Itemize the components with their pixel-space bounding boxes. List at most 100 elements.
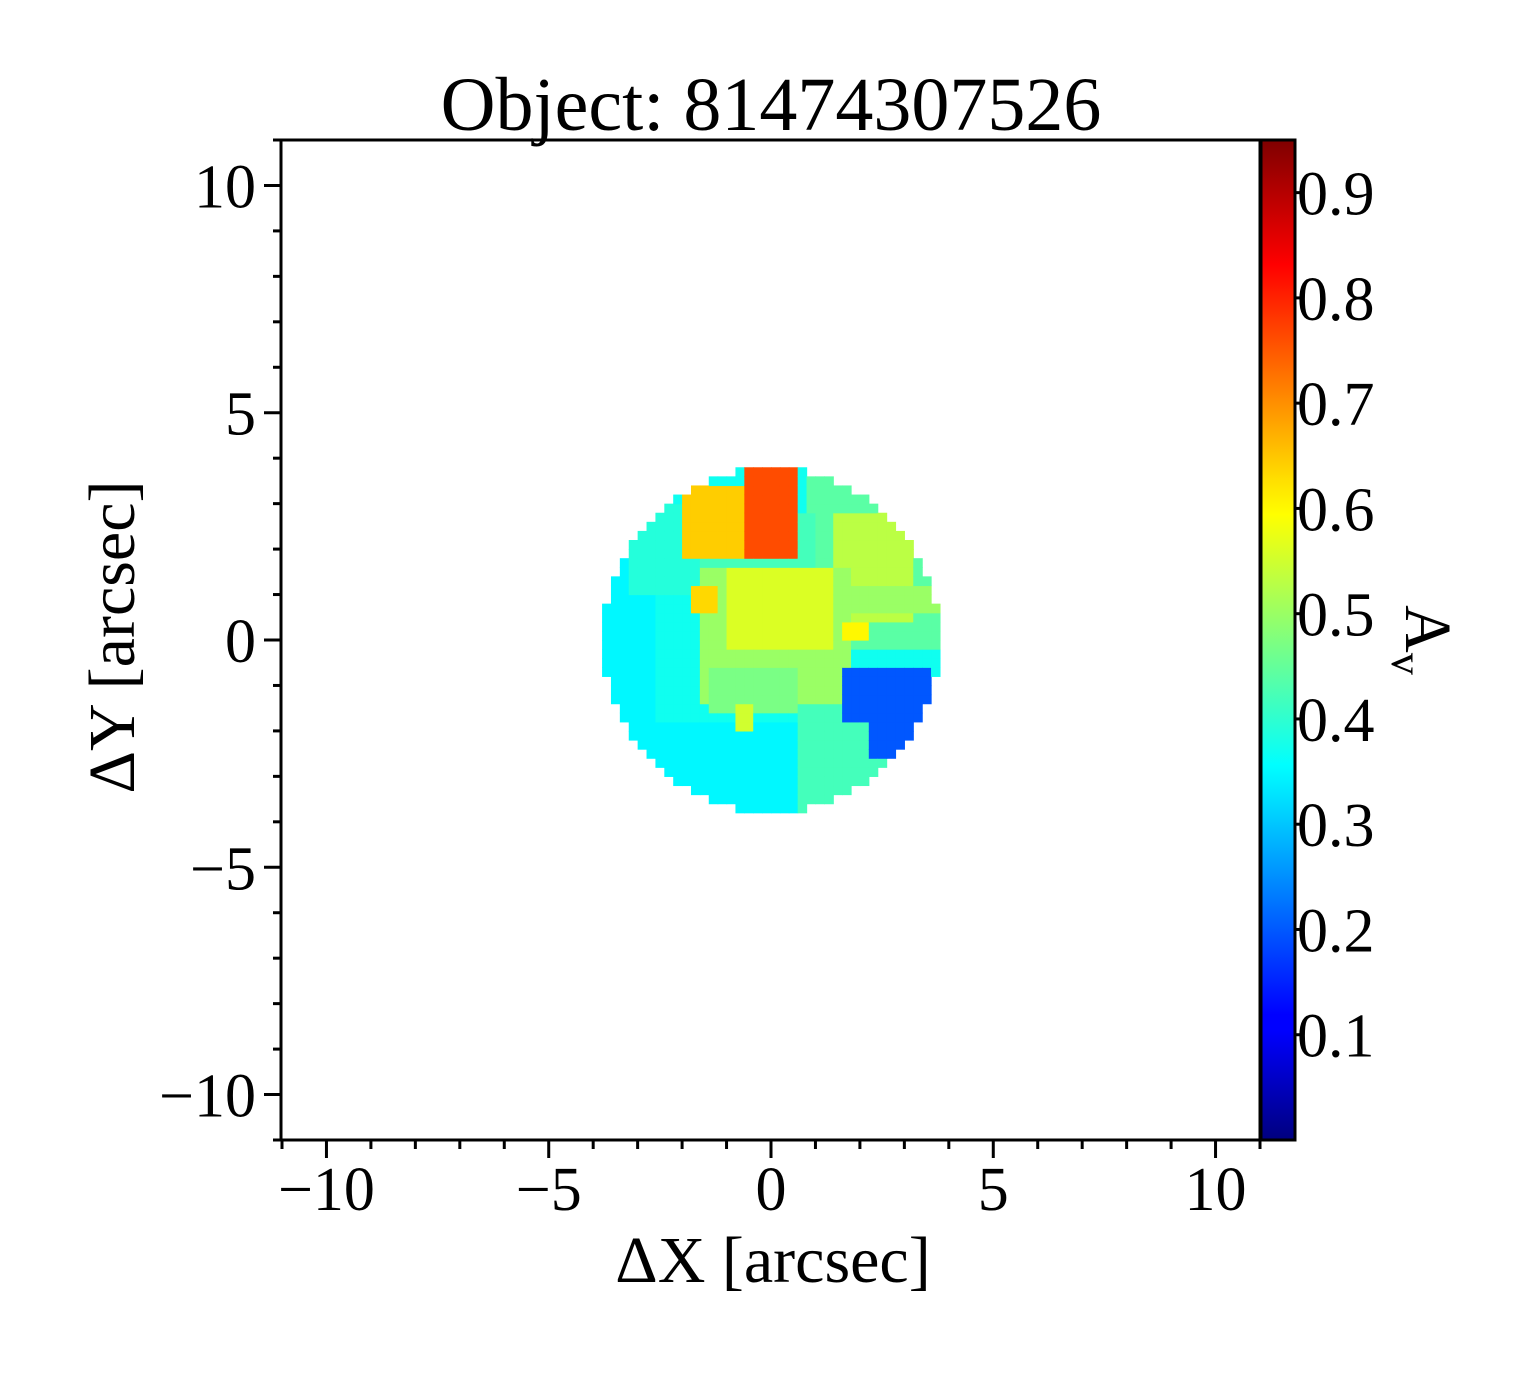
map-pixel — [815, 730, 825, 741]
map-pixel — [913, 685, 923, 696]
y-axis: 10 5 0 −5 −10 — [159, 138, 282, 1142]
map-pixel — [771, 594, 781, 605]
map-pixel — [717, 685, 728, 696]
map-pixel — [779, 503, 790, 514]
y-axis-label: ΔY [arcsec] — [76, 481, 149, 794]
map-pixel — [744, 730, 754, 741]
map-pixel — [619, 685, 630, 696]
map-pixel — [726, 594, 737, 605]
map-pixel — [664, 540, 674, 550]
map-pixel — [797, 667, 808, 677]
map-pixel — [699, 649, 710, 659]
map-pixel — [797, 785, 808, 796]
map-pixel — [797, 503, 808, 514]
map-pixel — [806, 549, 817, 559]
map-pixel — [682, 667, 692, 677]
map-pixel — [886, 676, 897, 687]
map-pixel — [682, 758, 692, 768]
map-pixel — [619, 676, 630, 687]
map-pixel — [726, 576, 737, 587]
map-pixel — [868, 658, 879, 668]
map-pixel — [788, 549, 799, 559]
map-pixel — [788, 530, 799, 541]
map-pixel — [788, 485, 799, 496]
map-pixel — [646, 667, 657, 677]
map-pixel — [628, 576, 639, 587]
map-pixel — [788, 758, 799, 768]
map-pixel — [664, 549, 674, 559]
map-pixel — [664, 712, 674, 723]
map-pixel — [824, 630, 834, 641]
map-pixel — [904, 667, 914, 677]
map-pixel — [868, 694, 879, 705]
map-pixel — [646, 730, 657, 741]
map-pixel — [859, 712, 870, 723]
map-pixel — [797, 540, 808, 550]
map-pixel — [708, 576, 719, 587]
map-pixel — [895, 667, 905, 677]
map-pixel — [851, 494, 861, 505]
map-pixel — [806, 567, 817, 577]
map-pixel — [797, 767, 808, 777]
map-pixel — [842, 585, 852, 596]
map-pixel — [655, 721, 665, 732]
map-pixel — [931, 640, 941, 650]
map-pixel — [842, 694, 852, 705]
map-pixel — [637, 712, 648, 723]
map-pixel — [842, 758, 852, 768]
map-pixel — [628, 703, 639, 714]
map-pixel — [771, 530, 781, 541]
map-pixel — [824, 730, 834, 741]
map-pixel — [673, 630, 683, 641]
map-pixel — [664, 558, 674, 568]
map-pixel — [673, 649, 683, 659]
map-pixel — [895, 630, 905, 641]
map-pixel — [904, 703, 914, 714]
map-pixel — [646, 694, 657, 705]
map-pixel — [815, 749, 825, 759]
map-pixel — [664, 730, 674, 741]
map-pixel — [664, 694, 674, 705]
map-pixel — [646, 658, 657, 668]
map-pixel — [673, 730, 683, 741]
map-pixel — [735, 576, 745, 587]
map-pixel — [735, 567, 745, 577]
map-pixel — [779, 594, 790, 605]
map-pixel — [833, 494, 843, 505]
map-pixel — [886, 585, 897, 596]
map-pixel — [886, 612, 897, 623]
map-pixel — [744, 585, 754, 596]
map-pixel — [842, 485, 852, 496]
map-pixel — [762, 649, 772, 659]
map-pixel — [619, 640, 630, 650]
map-pixel — [682, 694, 692, 705]
map-pixel — [753, 767, 763, 777]
map-pixel — [673, 567, 683, 577]
map-pixel — [673, 540, 683, 550]
map-pixel — [931, 667, 941, 677]
colorbar-axis: 0.9 0.8 0.7 0.6 0.5 0.4 0.3 0.2 0.1 — [1295, 161, 1375, 1071]
map-pixel — [717, 721, 728, 732]
map-pixel — [628, 585, 639, 596]
map-pixel — [753, 494, 763, 505]
map-pixel — [646, 649, 657, 659]
map-pixel — [859, 503, 870, 514]
map-pixel — [771, 540, 781, 550]
map-pixel — [922, 640, 932, 650]
map-pixel — [762, 785, 772, 796]
map-pixel — [699, 585, 710, 596]
map-pixel — [806, 540, 817, 550]
map-pixel — [877, 658, 888, 668]
map-pixel — [886, 603, 897, 614]
map-pixel — [753, 794, 763, 805]
map-pixel — [637, 530, 648, 541]
map-pixel — [717, 567, 728, 577]
map-pixel — [637, 667, 648, 677]
map-pixel — [815, 667, 825, 677]
map-pixel — [806, 676, 817, 687]
map-pixel — [779, 658, 790, 668]
map-pixel — [762, 576, 772, 587]
map-pixel — [833, 703, 843, 714]
map-pixel — [637, 703, 648, 714]
map-pixel — [637, 558, 648, 568]
